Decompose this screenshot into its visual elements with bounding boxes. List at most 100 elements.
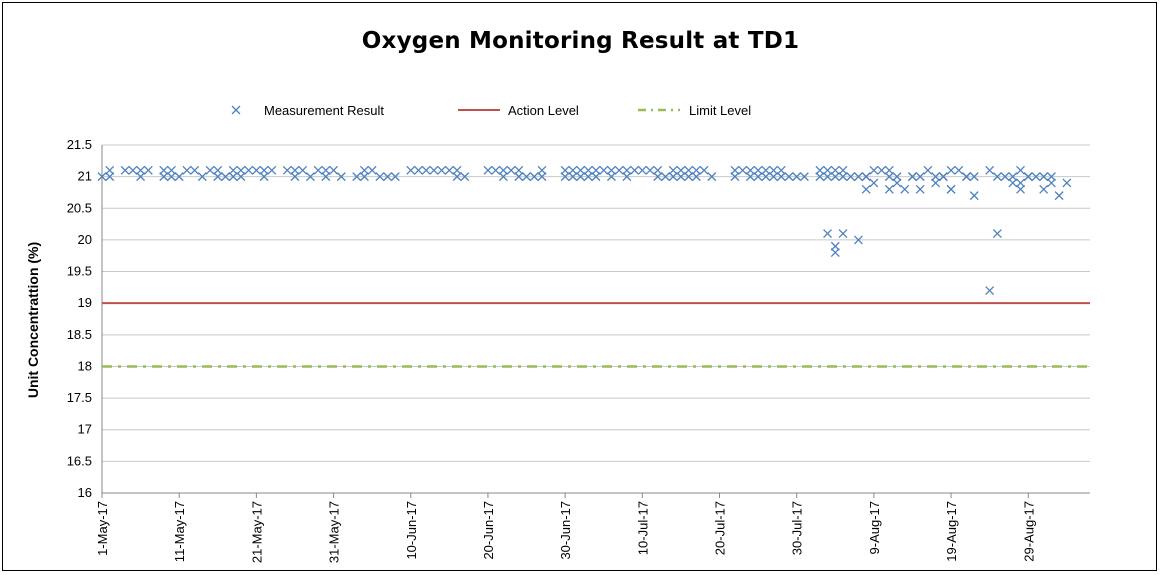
measurement-point — [1039, 172, 1049, 182]
measurement-point — [606, 172, 616, 182]
measurement-point — [823, 172, 833, 182]
measurement-point — [1016, 184, 1025, 194]
x-tick-label: 10-Jun-17 — [404, 501, 419, 560]
measurement-point — [884, 172, 894, 182]
measurement-point — [390, 172, 400, 182]
y-tick-label: 19.5 — [67, 264, 92, 279]
measurement-point — [491, 165, 501, 175]
measurement-point — [869, 165, 879, 175]
measurement-point — [838, 172, 848, 182]
measurement-point — [414, 165, 423, 175]
legend-label-measurement: Measurement Result — [264, 103, 384, 118]
measurement-point — [290, 165, 300, 175]
measurement-point — [352, 172, 362, 182]
measurement-point — [861, 184, 871, 194]
x-tick-label: 20-Jul-17 — [713, 501, 728, 555]
x-tick-label: 31-May-17 — [327, 501, 342, 563]
y-tick-label: 17 — [78, 422, 92, 437]
y-tick-label: 16 — [78, 485, 92, 500]
measurement-point — [329, 165, 339, 175]
measurement-point — [830, 172, 840, 182]
measurement-points — [97, 165, 1072, 295]
measurement-point — [884, 184, 894, 194]
measurement-point — [1046, 172, 1056, 182]
measurement-point — [699, 165, 709, 175]
measurement-point — [167, 165, 176, 175]
measurement-point — [576, 165, 586, 175]
legend: Measurement Result Action Level Limit Le… — [231, 103, 751, 118]
measurement-point — [1016, 165, 1025, 175]
measurement-point — [591, 165, 601, 175]
measurement-point — [730, 165, 740, 175]
measurement-point — [583, 165, 593, 175]
y-tick-label: 19 — [78, 295, 92, 310]
legend-item-limit: Limit Level — [638, 103, 751, 118]
measurement-point — [769, 165, 778, 175]
measurement-point — [421, 165, 431, 175]
measurement-point — [1023, 172, 1033, 182]
x-tick-label: 21-May-17 — [249, 501, 264, 563]
measurement-point — [406, 165, 416, 175]
measurement-point — [908, 172, 917, 182]
measurement-point — [359, 172, 369, 182]
measurement-point — [236, 165, 246, 175]
legend-item-action: Action Level — [458, 103, 579, 118]
measurement-point — [383, 172, 393, 182]
measurement-point — [691, 172, 701, 182]
measurement-point — [560, 165, 570, 175]
measurement-point — [1031, 172, 1041, 182]
measurement-point — [769, 172, 778, 182]
measurement-point — [915, 184, 925, 194]
measurement-point — [645, 165, 655, 175]
measurement-point — [97, 172, 107, 182]
measurement-point — [120, 165, 130, 175]
measurement-point — [174, 172, 184, 182]
measurement-point — [321, 172, 331, 182]
measurement-point — [460, 172, 470, 182]
measurement-point — [336, 172, 346, 182]
measurement-point — [985, 286, 995, 295]
x-tick-label: 30-Jul-17 — [790, 501, 805, 555]
measurement-point — [661, 172, 670, 182]
measurement-point — [676, 172, 686, 182]
measurement-point — [313, 165, 323, 175]
legend-label-limit: Limit Level — [689, 103, 751, 118]
y-tick-label: 20 — [78, 232, 92, 247]
measurement-point — [1016, 178, 1025, 188]
measurement-point — [653, 165, 663, 175]
legend-marker-x — [231, 105, 241, 115]
measurement-point — [1062, 178, 1072, 188]
measurement-point — [498, 165, 508, 175]
measurement-point — [167, 172, 176, 182]
measurement-point — [892, 178, 902, 188]
measurement-point — [969, 191, 979, 201]
measurement-point — [506, 165, 516, 175]
reference-lines — [102, 302, 1090, 368]
legend-item-measurement: Measurement Result — [231, 103, 384, 118]
measurement-point — [159, 165, 169, 175]
measurement-point — [985, 165, 995, 175]
chart-title: Oxygen Monitoring Result at TD1 — [361, 28, 800, 54]
measurement-point — [884, 165, 894, 175]
measurement-point — [143, 165, 153, 175]
measurement-point — [1046, 178, 1056, 188]
y-tick-labels: 16 16.5 17 17.5 18 18.5 19 19.5 20 20.5 21 21.5 — [67, 137, 92, 500]
measurement-point — [946, 165, 956, 175]
measurement-point — [452, 172, 462, 182]
measurement-point — [753, 172, 763, 182]
grid-lines — [101, 144, 1090, 498]
measurement-point — [606, 165, 616, 175]
measurement-point — [830, 165, 840, 175]
measurement-point — [221, 172, 230, 182]
measurement-point — [846, 172, 856, 182]
measurement-point — [228, 172, 238, 182]
measurement-point — [853, 235, 863, 245]
measurement-point — [823, 165, 833, 175]
measurement-point — [537, 165, 547, 175]
measurement-point — [105, 172, 115, 182]
measurement-point — [228, 165, 238, 175]
measurement-point — [213, 172, 223, 182]
measurement-point — [792, 172, 802, 182]
measurement-point — [298, 165, 308, 175]
